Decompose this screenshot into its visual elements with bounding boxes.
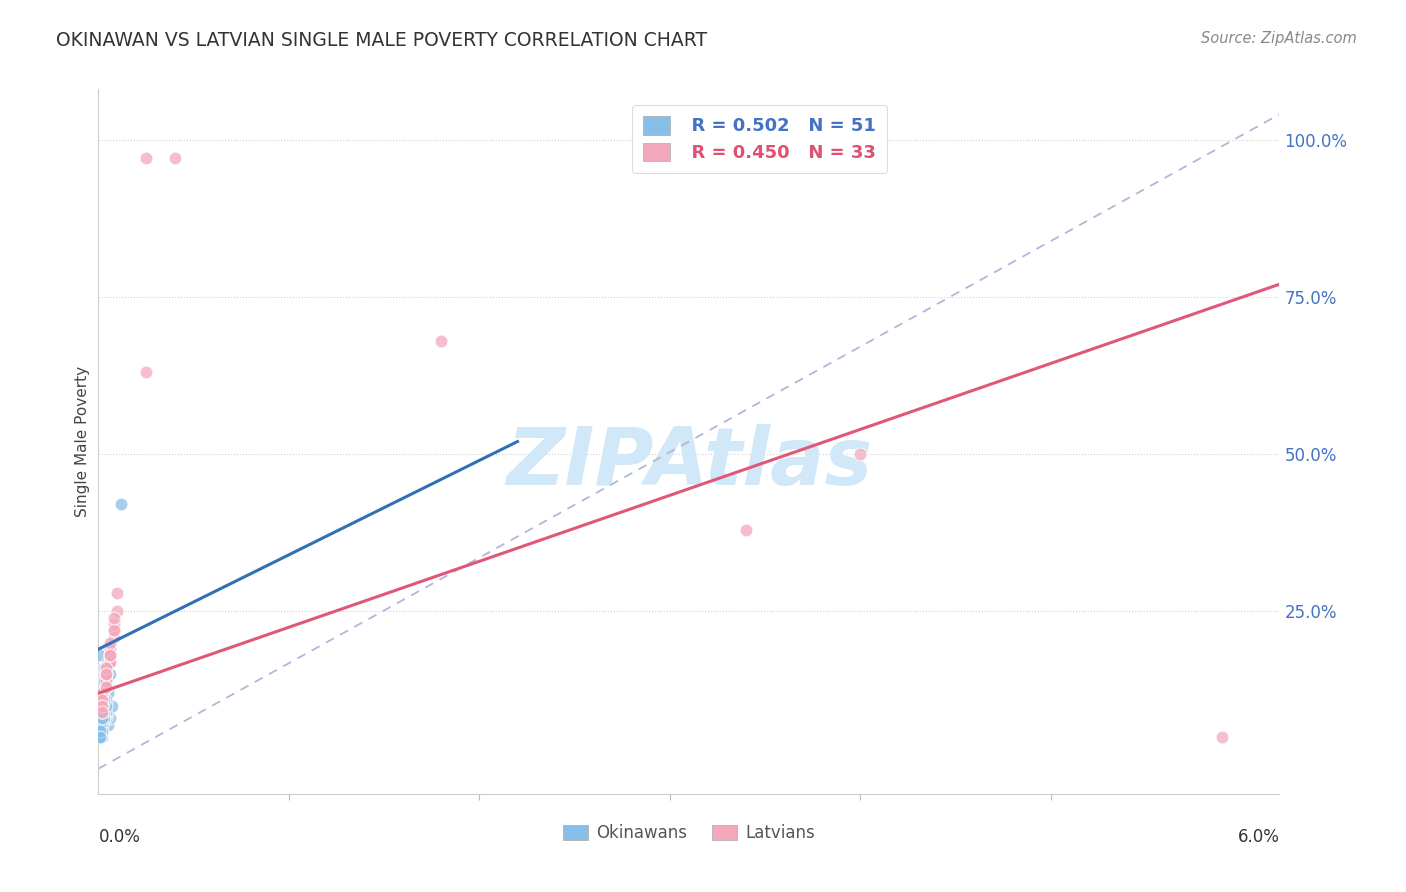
Text: OKINAWAN VS LATVIAN SINGLE MALE POVERTY CORRELATION CHART: OKINAWAN VS LATVIAN SINGLE MALE POVERTY … [56, 31, 707, 50]
Point [93, 667, 115, 681]
Point [103, 630, 125, 644]
Point [94, 705, 117, 719]
Point [94, 711, 117, 725]
Point [107, 604, 129, 618]
Point [94, 705, 117, 719]
Point [89, 731, 111, 745]
Point [98, 667, 121, 681]
Point [103, 624, 125, 638]
Point [91, 686, 114, 700]
Point [89, 731, 111, 745]
Point [97, 655, 120, 669]
Point [107, 585, 129, 599]
Text: ZIPAtlas: ZIPAtlas [506, 424, 872, 501]
Point [91, 705, 114, 719]
Point [94, 667, 117, 681]
Point [89, 723, 111, 738]
Point [163, 152, 186, 166]
Point [94, 667, 117, 681]
Point [91, 692, 114, 706]
Point [93, 673, 115, 688]
Point [91, 698, 114, 713]
Point [91, 717, 114, 731]
Point [93, 711, 115, 725]
Point [103, 611, 125, 625]
Point [94, 673, 117, 688]
Point [98, 648, 121, 663]
Point [91, 692, 114, 706]
Point [135, 152, 157, 166]
Point [91, 723, 114, 738]
Point [91, 698, 114, 713]
Point [93, 698, 115, 713]
Point [94, 680, 117, 694]
Point [97, 686, 120, 700]
Point [91, 692, 114, 706]
Point [91, 731, 114, 745]
Point [97, 705, 120, 719]
Text: 6.0%: 6.0% [1237, 829, 1279, 847]
Point [98, 642, 121, 657]
Point [91, 723, 114, 738]
Point [94, 680, 117, 694]
Point [93, 673, 115, 688]
Point [103, 624, 125, 638]
Point [135, 365, 157, 379]
Y-axis label: Single Male Poverty: Single Male Poverty [75, 366, 90, 517]
Point [91, 705, 114, 719]
Point [89, 717, 111, 731]
Point [94, 680, 117, 694]
Point [91, 686, 114, 700]
Point [98, 655, 121, 669]
Point [103, 617, 125, 632]
Point [93, 698, 115, 713]
Point [98, 655, 121, 669]
Point [93, 698, 115, 713]
Point [93, 711, 115, 725]
Point [110, 498, 132, 512]
Point [97, 717, 120, 731]
Text: Source: ZipAtlas.com: Source: ZipAtlas.com [1201, 31, 1357, 46]
Point [91, 711, 114, 725]
Point [94, 692, 117, 706]
Point [93, 661, 115, 675]
Point [89, 648, 111, 663]
Point [430, 334, 453, 348]
Point [89, 723, 111, 738]
Point [91, 692, 114, 706]
Legend: Okinawans, Latvians: Okinawans, Latvians [555, 818, 823, 849]
Point [89, 723, 111, 738]
Point [91, 705, 114, 719]
Point [94, 667, 117, 681]
Point [94, 661, 117, 675]
Point [94, 680, 117, 694]
Point [89, 717, 111, 731]
Point [89, 731, 111, 745]
Point [98, 648, 121, 663]
Point [94, 667, 117, 681]
Point [93, 705, 115, 719]
Point [91, 698, 114, 713]
Point [94, 673, 117, 688]
Point [94, 680, 117, 694]
Point [98, 648, 121, 663]
Point [91, 717, 114, 731]
Point [93, 711, 115, 725]
Point [1211, 731, 1233, 745]
Text: 0.0%: 0.0% [98, 829, 141, 847]
Point [98, 636, 121, 650]
Point [91, 723, 114, 738]
Point [91, 705, 114, 719]
Point [94, 698, 117, 713]
Point [98, 711, 121, 725]
Point [849, 447, 872, 461]
Point [94, 661, 117, 675]
Point [100, 698, 122, 713]
Point [735, 523, 758, 537]
Point [93, 692, 115, 706]
Point [89, 717, 111, 731]
